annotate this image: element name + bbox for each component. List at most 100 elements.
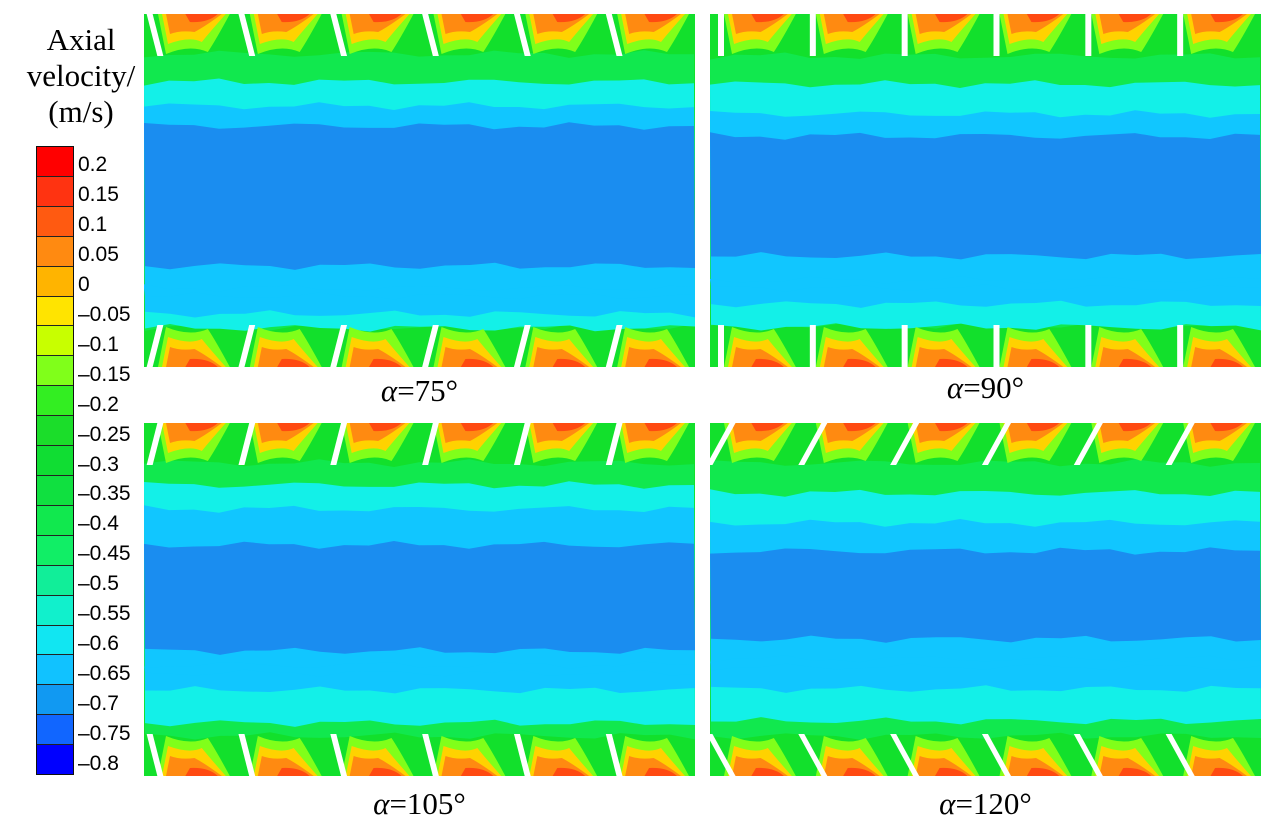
blade: [422, 734, 439, 776]
velocity-band: [710, 132, 1261, 260]
legend-swatch: [37, 715, 73, 746]
legend-title: Axial velocity/ (m/s): [22, 22, 140, 130]
blade: [710, 734, 736, 776]
velocity-band: [144, 122, 695, 270]
legend-tick-label: 0.1: [78, 212, 108, 236]
blade: [605, 14, 623, 56]
contour-field: [710, 14, 1261, 367]
blade-cell: [146, 423, 230, 465]
blade-pocket-core: [185, 14, 218, 23]
blade-cell: [981, 734, 1072, 776]
legend-tick-label: –0.35: [78, 482, 131, 506]
velocity-band: [144, 284, 695, 300]
blade: [238, 325, 256, 367]
legend-title-line: Axial: [46, 22, 116, 57]
blade: [1085, 325, 1092, 367]
blade-pocket-core: [1026, 423, 1060, 432]
blade-cell: [330, 325, 414, 367]
legend-tick-label: –0.45: [78, 542, 131, 566]
blade-cell: [1073, 423, 1164, 465]
legend-swatch: [37, 625, 73, 656]
blade-cell: [993, 14, 1072, 56]
blade-cell: [981, 423, 1072, 465]
blade-pocket-core: [843, 767, 876, 776]
blade-pocket-core: [1210, 14, 1243, 23]
blade: [422, 423, 439, 465]
blade-cell: [146, 325, 230, 367]
blade-pocket-core: [1118, 358, 1152, 367]
blade-cell: [238, 325, 322, 367]
legend-title-line: (m/s): [48, 94, 114, 129]
blade: [330, 325, 348, 367]
blade-pocket-core: [843, 423, 876, 432]
blade-pocket-core: [368, 423, 402, 432]
blade: [981, 734, 1012, 776]
legend-swatch: [37, 296, 73, 327]
blade-pocket-core: [460, 423, 494, 432]
legend-swatch: [37, 386, 73, 417]
blade-cell: [718, 14, 796, 56]
alpha-symbol: α: [380, 373, 398, 408]
blade: [146, 325, 164, 367]
blade: [330, 14, 348, 56]
blade-cell: [1165, 734, 1255, 776]
blade-cell: [798, 734, 888, 776]
caption-text: =120°: [955, 786, 1032, 821]
blade-cell: [422, 423, 506, 465]
blade: [993, 14, 1000, 56]
blade: [798, 423, 828, 465]
alpha-symbol: α: [939, 786, 956, 821]
legend-swatch: [37, 266, 73, 297]
blade-cell: [330, 734, 414, 776]
legend-swatch: [37, 475, 73, 506]
blade: [1085, 14, 1092, 56]
legend-swatch: [37, 655, 73, 686]
blade-pocket-core: [185, 767, 218, 776]
panel-caption-alpha-120: α=120°: [710, 786, 1261, 822]
blade-pocket-core: [1118, 14, 1152, 23]
contour-field: [144, 14, 695, 367]
velocity-band: [710, 276, 1261, 292]
legend-swatch: [37, 176, 73, 207]
blade-cell: [422, 325, 506, 367]
blade-cell: [146, 14, 230, 56]
blade: [890, 734, 920, 776]
blade: [330, 423, 348, 465]
blade: [1165, 423, 1195, 465]
blade: [513, 423, 531, 465]
blade: [981, 423, 1012, 465]
caption-text: =105°: [389, 786, 466, 821]
blade-cell: [901, 325, 980, 367]
blade: [890, 423, 920, 465]
legend-title-line: velocity/: [26, 58, 136, 93]
legend-tick-label: –0.15: [78, 362, 131, 386]
blade-cell: [1073, 734, 1164, 776]
blade: [238, 734, 256, 776]
blade: [993, 325, 1000, 367]
blade-cell: [993, 325, 1072, 367]
velocity-band: [144, 661, 695, 677]
legend-tick-label: –0.75: [78, 722, 131, 746]
blade: [422, 14, 439, 56]
legend-swatch: [37, 565, 73, 596]
blade-cell: [809, 325, 888, 367]
blade-pocket-core: [277, 767, 310, 776]
blade-pocket-core: [843, 14, 876, 23]
blade: [710, 423, 736, 465]
legend-tick-label: 0.2: [78, 152, 108, 176]
blade-pocket-core: [460, 358, 494, 367]
blade-pocket-core: [185, 423, 218, 432]
blade: [238, 423, 256, 465]
legend-tick-label: 0: [78, 272, 90, 296]
legend-tick-label: –0.8: [78, 752, 119, 776]
contour-panel-alpha-75: [144, 14, 695, 367]
blade-cell: [710, 734, 796, 776]
blade-pocket-core: [368, 358, 402, 367]
blade-pocket-core: [934, 358, 968, 367]
legend-swatch: [37, 535, 73, 566]
blade-pocket-core: [552, 358, 586, 367]
blade: [809, 325, 816, 367]
blade-pocket-core: [1026, 358, 1060, 367]
legend-swatch: [37, 446, 73, 476]
legend-tick-label: –0.25: [78, 422, 131, 446]
